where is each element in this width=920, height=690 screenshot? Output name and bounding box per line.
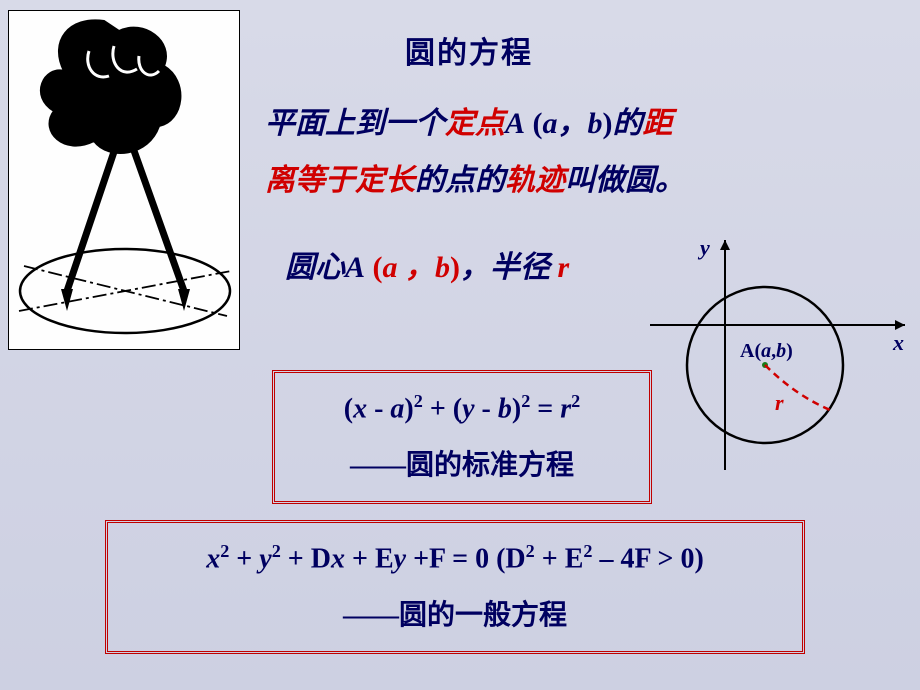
def-fixed-point: 定点 [445,107,505,140]
radius-label: r [775,390,784,415]
cr-radius-label: ，半径 [460,251,550,284]
cr-r: r [550,251,569,284]
cr-label: 圆心 [285,251,345,284]
general-equation: x2 + y2 + Dx + Ey +F = 0 (D2 + E2 – 4F >… [138,541,772,575]
def-text2: 的点的 [415,164,505,197]
cr-comma: ， [398,251,436,284]
def-de: 的 [613,107,643,140]
general-equation-box: x2 + y2 + Dx + Ey +F = 0 (D2 + E2 – 4F >… [105,520,805,654]
def-text3: 叫做圆。 [565,164,685,197]
y-axis-label: y [697,235,710,260]
def-A: A [505,107,525,140]
def-text: 平面上到一个 [265,107,445,140]
def-a: a [543,107,558,140]
def-rp: ) [603,107,613,140]
cr-lp: ( [365,251,383,284]
def-lp: ( [533,107,543,140]
center-label: A(a,b) [740,340,793,362]
def-b: b [588,107,603,140]
general-caption: ——圆的一般方程 [138,593,772,633]
coordinate-diagram: y x A(a,b) r [630,235,910,485]
cr-b: b [435,251,450,284]
cr-A: A [345,251,365,284]
compass-illustration [8,10,240,350]
circle-definition: 平面上到一个定点A (a，b)的距 离等于定长的点的轨迹叫做圆。 [265,95,685,209]
def-locus: 轨迹 [505,164,565,197]
standard-caption: ——圆的标准方程 [305,443,619,483]
def-comma: ， [558,107,588,140]
cr-rp: ) [450,251,460,284]
standard-equation-box: (x - a)2 + (y - b)2 = r2 ——圆的标准方程 [272,370,652,504]
center-radius-text: 圆心A (a ，b)，半径 r [285,242,569,286]
page-title: 圆的方程 [405,28,533,72]
x-axis-label: x [892,330,904,355]
def-dist2: 离等于定长 [265,164,415,197]
def-dist1: 距 [643,107,673,140]
standard-equation: (x - a)2 + (y - b)2 = r2 [305,391,619,425]
cr-a: a [383,251,398,284]
